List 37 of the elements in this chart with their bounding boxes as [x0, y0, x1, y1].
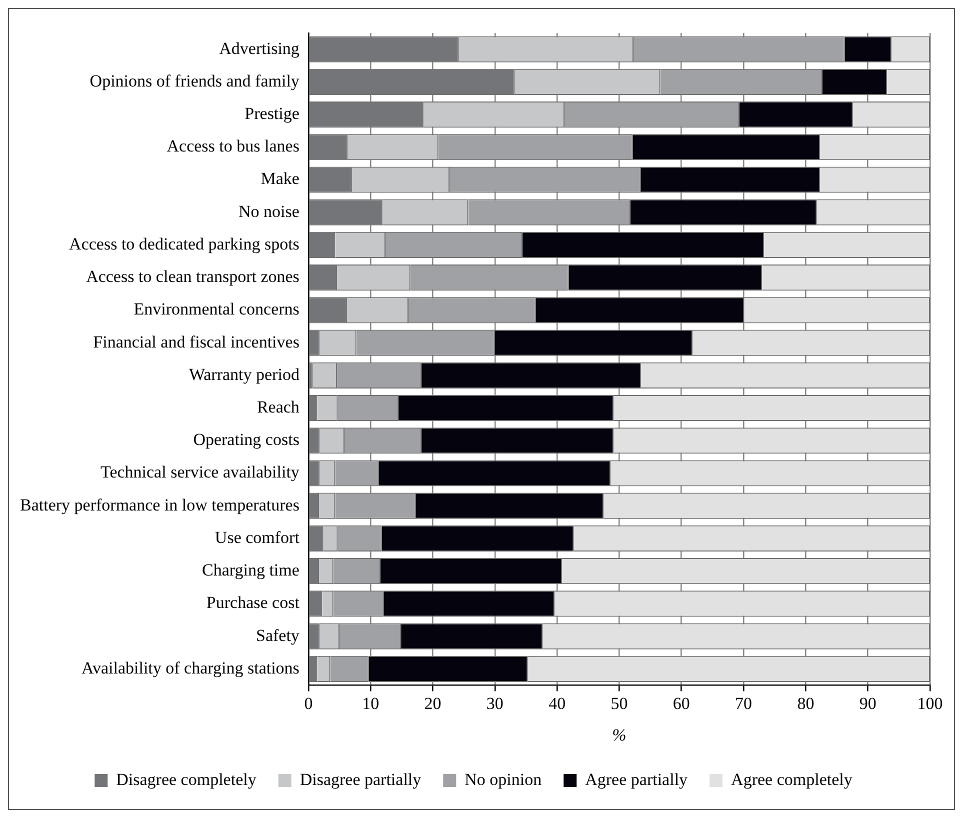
y-tick-label: Warranty period	[188, 364, 300, 384]
x-tick-label: 40	[548, 694, 566, 713]
legend-label: Agree partially	[585, 770, 688, 789]
y-tick-label: Charging time	[202, 560, 300, 580]
x-tick-label: 20	[424, 694, 442, 713]
y-tick-label: Opinions of friends and family	[90, 71, 300, 90]
legend-label: No opinion	[464, 770, 542, 789]
y-tick-label: Access to bus lanes	[166, 136, 300, 156]
y-tick-label: Access to dedicated parking spots	[69, 234, 300, 254]
y-tick-label: Financial and fiscal incentives	[93, 332, 300, 352]
x-tick-label: 100	[917, 694, 943, 713]
y-tick-label: Use comfort	[214, 528, 300, 547]
x-tick-label: 30	[486, 694, 504, 713]
x-tick-label: 0	[304, 694, 313, 713]
x-tick-label: 70	[735, 694, 752, 713]
y-tick-label: Technical service availability	[100, 462, 300, 482]
y-tick-label: Environmental concerns	[134, 300, 300, 319]
y-tick-label: Operating costs	[193, 430, 300, 450]
x-axis-title: %	[612, 725, 626, 744]
x-tick-label: 60	[672, 694, 690, 713]
y-tick-label: Availability of charging stations	[81, 658, 300, 678]
y-tick-label: Safety	[256, 626, 300, 645]
y-tick-label: Access to clean transport zones	[86, 267, 300, 286]
x-tick-label: 90	[859, 694, 876, 713]
y-tick-label: No noise	[238, 202, 300, 221]
y-tick-label: Reach	[256, 397, 300, 416]
x-tick-label: 10	[362, 694, 380, 713]
y-tick-label: Advertising	[219, 38, 300, 58]
y-tick-label: Purchase cost	[206, 593, 300, 612]
legend-label: Agree completely	[731, 770, 853, 789]
y-tick-label: Make	[260, 169, 300, 188]
legend-label: Disagree completely	[116, 770, 257, 789]
y-tick-label: Prestige	[244, 104, 300, 123]
x-tick-label: 80	[797, 694, 814, 713]
x-tick-label: 50	[610, 694, 628, 713]
legend-label: Disagree partially	[300, 770, 422, 789]
y-tick-label: Battery performance in low temperatures	[20, 495, 300, 514]
